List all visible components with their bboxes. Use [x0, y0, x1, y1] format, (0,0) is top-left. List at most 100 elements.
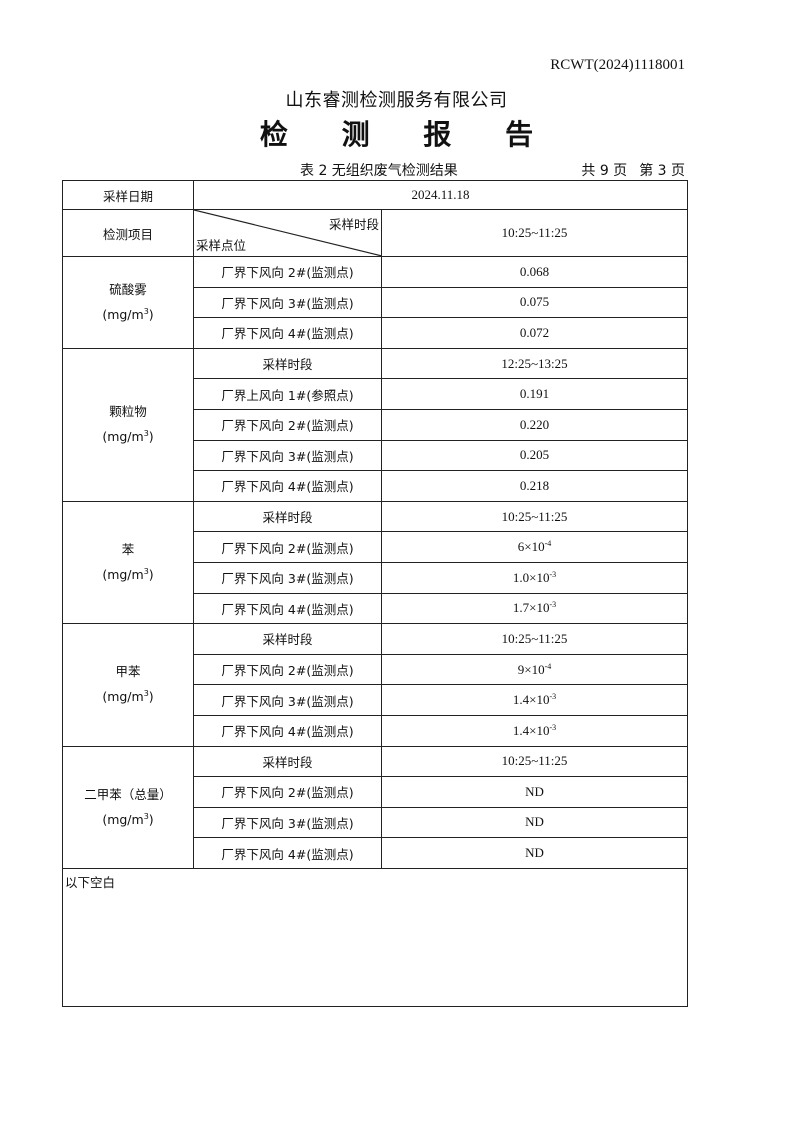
sampling-point: 厂界下风向 2#(监测点) — [193, 653, 382, 686]
result-value: 1.7×10-3 — [381, 592, 688, 625]
result-value: 1.4×10-3 — [381, 684, 688, 716]
sampling-point: 厂界下风向 4#(监测点) — [193, 317, 382, 349]
item-cell: 硫酸雾 (mg/m3) — [62, 256, 194, 349]
item-cell: 二甲苯（总量） (mg/m3) — [62, 745, 194, 869]
result-value: 0.218 — [381, 470, 688, 502]
result-value: ND — [381, 776, 688, 808]
period-label: 采样时段 — [193, 500, 382, 533]
result-value: 0.072 — [381, 317, 688, 349]
date-value: 2024.11.18 — [193, 180, 688, 210]
table-row: 厂界上风向 1#(参照点) 0.191 — [63, 378, 688, 410]
diagonal-line — [194, 210, 382, 256]
diagonal-header-cell: 采样时段 采样点位 — [193, 209, 382, 257]
result-value: 0.075 — [381, 286, 688, 319]
result-value: ND — [381, 837, 688, 869]
result-value: 0.191 — [381, 378, 688, 410]
result-value: 6×10-4 — [381, 531, 688, 563]
value-exponent: -4 — [544, 539, 552, 549]
sampling-point: 厂界下风向 3#(监测点) — [193, 286, 382, 319]
sampling-point: 厂界下风向 3#(监测点) — [193, 439, 382, 472]
unit-exponent: 3 — [143, 811, 149, 821]
item-unit: (mg/m3) — [102, 566, 154, 582]
total-pages: 共 9 页 — [581, 163, 628, 179]
table-caption: 表 2 无组织废气检测结果 — [300, 163, 458, 179]
result-value: 9×10-4 — [381, 653, 688, 686]
period-row: 颗粒物 (mg/m3) 采样时段 12:25~13:25 — [62, 347, 688, 502]
item-cell: 苯 (mg/m3) — [62, 500, 194, 625]
table-row: 厂界下风向 3#(监测点) 0.205 — [63, 439, 688, 472]
item-name: 硫酸雾 — [109, 281, 147, 297]
blank-note: 以下空白 — [62, 867, 688, 1007]
sampling-point: 厂界下风向 2#(监测点) — [193, 776, 382, 808]
period-value: 10:25~11:25 — [381, 500, 688, 533]
table-row: 硫酸雾 (mg/m3) 厂界下风向 2#(监测点) 0.068 — [62, 256, 688, 349]
unit-exponent: 3 — [143, 306, 149, 316]
point-label: 采样点位 — [196, 238, 247, 253]
sampling-point: 厂界下风向 2#(监测点) — [193, 408, 382, 441]
sampling-point: 厂界下风向 4#(监测点) — [193, 714, 382, 747]
result-value: 0.205 — [381, 439, 688, 472]
item-name: 颗粒物 — [109, 404, 147, 420]
item-unit: (mg/m3) — [102, 689, 154, 705]
sampling-point: 厂界下风向 2#(监测点) — [193, 531, 382, 563]
item-name: 二甲苯（总量） — [84, 786, 172, 802]
table-row: 厂界下风向 4#(监测点) 1.4×10-3 — [63, 714, 688, 747]
period-label: 采样时段 — [328, 217, 379, 232]
result-value: 1.0×10-3 — [381, 561, 688, 594]
sampling-point: 厂界上风向 1#(参照点) — [193, 378, 382, 410]
period-label: 采样时段 — [193, 347, 382, 380]
company-name: 山东睿测检测服务有限公司 — [285, 90, 508, 111]
footer-row: 以下空白 — [62, 867, 688, 1007]
header-row: 检测项目 采样时段 采样点位 10:25~11:25 — [62, 209, 688, 257]
item-cell: 甲苯 (mg/m3) — [62, 623, 194, 747]
current-page: 第 3 页 — [639, 163, 685, 179]
value-exponent: -3 — [549, 722, 557, 732]
result-value: 0.068 — [381, 256, 688, 288]
unit-exponent: 3 — [143, 566, 149, 576]
table-row: 厂界下风向 3#(监测点) 1.0×10-3 — [63, 561, 688, 594]
sampling-point: 厂界下风向 2#(监测点) — [193, 256, 382, 288]
result-value: 0.220 — [381, 408, 688, 441]
result-value: 1.4×10-3 — [381, 714, 688, 747]
table-row: 厂界下风向 2#(监测点) 6×10-4 — [63, 531, 688, 563]
sampling-point: 厂界下风向 4#(监测点) — [193, 837, 382, 869]
value-exponent: -3 — [549, 600, 557, 610]
page-indicator: 共 9 页第 3 页 — [569, 160, 685, 180]
results-table: 采样日期 2024.11.18 检测项目 采样时段 采样点位 10:25~11:… — [62, 180, 688, 1007]
sampling-point: 厂界下风向 4#(监测点) — [193, 470, 382, 502]
item-cell: 颗粒物 (mg/m3) — [62, 347, 194, 502]
value-exponent: -3 — [549, 692, 557, 702]
period-label: 采样时段 — [193, 623, 382, 655]
table-row: 厂界下风向 3#(监测点) 0.075 — [63, 286, 688, 319]
period-row: 二甲苯（总量） (mg/m3) 采样时段 10:25~11:25 — [62, 745, 688, 869]
item-unit: (mg/m3) — [102, 811, 154, 827]
item-name: 苯 — [121, 541, 135, 557]
period-row: 苯 (mg/m3) 采样时段 10:25~11:25 — [62, 500, 688, 625]
value-exponent: -3 — [549, 569, 557, 579]
sampling-point: 厂界下风向 3#(监测点) — [193, 806, 382, 839]
table-row: 厂界下风向 4#(监测点) 0.218 — [63, 470, 688, 502]
item-label: 检测项目 — [62, 209, 194, 257]
sampling-point: 厂界下风向 4#(监测点) — [193, 592, 382, 625]
table-row: 厂界下风向 3#(监测点) ND — [63, 806, 688, 839]
unit-exponent: 3 — [143, 689, 149, 699]
value-exponent: -4 — [544, 661, 552, 671]
report-title: 检 测 报 告 — [259, 118, 556, 151]
period-value: 10:25~11:25 — [381, 623, 688, 655]
period-label: 采样时段 — [193, 745, 382, 778]
table-row: 厂界下风向 2#(监测点) 9×10-4 — [63, 653, 688, 686]
date-label: 采样日期 — [62, 180, 194, 210]
period-value: 12:25~13:25 — [381, 347, 688, 380]
item-unit: (mg/m3) — [102, 306, 154, 322]
item-unit: (mg/m3) — [102, 429, 154, 445]
period-row: 甲苯 (mg/m3) 采样时段 10:25~11:25 — [62, 623, 688, 747]
first-period-value: 10:25~11:25 — [381, 209, 688, 257]
sampling-point: 厂界下风向 3#(监测点) — [193, 684, 382, 716]
period-value: 10:25~11:25 — [381, 745, 688, 778]
result-value: ND — [381, 806, 688, 839]
sampling-point: 厂界下风向 3#(监测点) — [193, 561, 382, 594]
report-number: RCWT(2024)1118001 — [550, 57, 685, 73]
item-name: 甲苯 — [115, 664, 141, 680]
unit-exponent: 3 — [143, 429, 149, 439]
date-row: 采样日期 2024.11.18 — [62, 180, 688, 210]
